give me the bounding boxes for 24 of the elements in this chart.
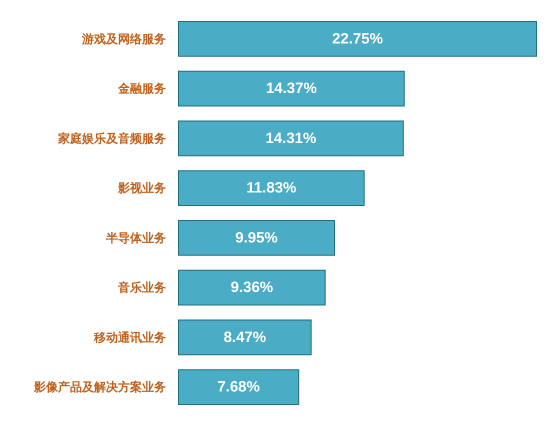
data-label: 8.47% [224, 328, 266, 346]
y-tick-label: 半导体业务 [105, 230, 166, 245]
y-tick-label: 影视业务 [117, 181, 166, 196]
bar [178, 270, 326, 306]
data-label: 11.83% [246, 180, 296, 197]
data-label: 14.37% [266, 80, 317, 98]
y-tick-label: 音乐业务 [117, 280, 166, 295]
bar [178, 369, 300, 406]
data-label: 22.75% [332, 30, 383, 48]
data-label: 9.36% [230, 279, 274, 296]
data-label: 9.95% [235, 229, 278, 246]
y-tick-label: 游戏及网络服务 [81, 32, 166, 46]
bar [178, 220, 336, 256]
y-tick-label: 移动通讯业务 [93, 330, 166, 344]
bar [178, 20, 537, 57]
y-tick-label: 家庭娱乐及音频服务 [57, 131, 166, 146]
y-tick-label: 影像产品及解决方案业务 [33, 380, 166, 394]
y-tick-label: 金融服务 [117, 82, 166, 96]
bar [178, 170, 365, 206]
bar [178, 70, 405, 107]
data-label: 7.68% [217, 378, 260, 396]
data-label: 14.31% [265, 130, 316, 147]
bar [178, 319, 312, 356]
bar [178, 120, 404, 156]
